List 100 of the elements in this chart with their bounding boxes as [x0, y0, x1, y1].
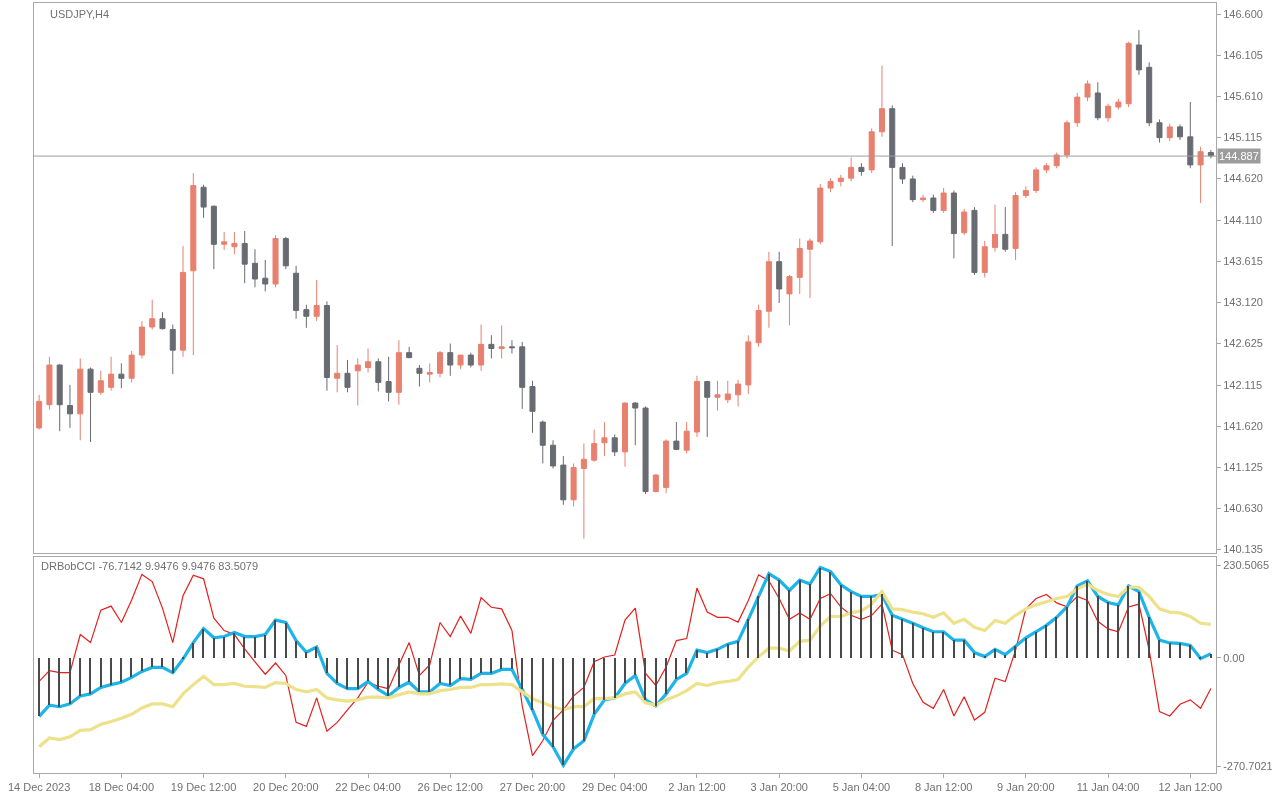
x-tick-label: 19 Dec 12:00: [170, 781, 237, 794]
y-tick-label: 142.115: [1223, 379, 1263, 392]
bar: [583, 658, 585, 741]
annotation: DRBobCCI -76.7142 9.9476 9.9476 83.5079: [41, 560, 259, 572]
bar: [1148, 617, 1150, 658]
bar: [788, 590, 790, 658]
bar: [963, 640, 965, 658]
candlestick: [858, 162, 865, 177]
bar: [161, 658, 163, 667]
candlestick: [550, 439, 557, 469]
bar: [1035, 632, 1037, 658]
bar: [624, 658, 626, 683]
candlestick: [303, 304, 310, 329]
candlestick: [1084, 80, 1091, 102]
candlestick: [704, 380, 711, 438]
bar: [932, 632, 934, 658]
bar: [1107, 602, 1109, 658]
candlestick: [354, 357, 361, 407]
bar: [778, 580, 780, 658]
bar: [757, 596, 759, 658]
bar: [696, 650, 698, 658]
candlestick: [323, 300, 330, 392]
candlestick: [735, 379, 742, 407]
bar: [860, 596, 862, 658]
bar: [377, 658, 379, 689]
bar: [243, 637, 245, 658]
bar: [439, 658, 441, 683]
y-tick-label: 230.5065: [1223, 559, 1270, 572]
candlestick: [529, 380, 536, 434]
bar: [531, 658, 533, 710]
candlestick: [221, 231, 228, 251]
bar: [418, 658, 420, 692]
bar: [1097, 596, 1099, 658]
y-tick-label: 141.620: [1223, 420, 1263, 433]
x-tick-label: 26 Dec 12:00: [417, 781, 483, 794]
candlestick: [436, 350, 444, 378]
candlestick: [1177, 123, 1184, 141]
bar: [490, 658, 492, 673]
bar: [850, 592, 852, 658]
bar: [274, 620, 276, 658]
bar: [994, 649, 996, 658]
bar: [202, 629, 204, 658]
candlestick: [755, 304, 762, 348]
y-tick-label: 140.630: [1223, 501, 1263, 514]
bar: [747, 619, 749, 658]
x-tick-label: 3 Jan 20:00: [750, 781, 808, 794]
bar: [521, 658, 523, 689]
bar: [367, 658, 369, 681]
bar: [336, 658, 338, 683]
bar: [634, 658, 636, 675]
candlestick: [683, 421, 690, 455]
x-tick-label: 8 Jan 12:00: [914, 781, 973, 794]
bar: [572, 658, 574, 749]
candlestick: [920, 194, 927, 203]
y-tick-label: 141.125: [1223, 461, 1263, 474]
candlestick: [118, 362, 125, 389]
candlestick: [344, 359, 351, 393]
ref-line-label: 144.887: [1219, 150, 1259, 162]
candlestick: [66, 384, 73, 429]
bar: [1076, 586, 1078, 658]
bar: [1004, 655, 1006, 658]
bar: [891, 615, 893, 658]
x-tick-label: 5 Jan 04:00: [832, 781, 891, 794]
bar: [172, 658, 174, 673]
candlestick: [385, 356, 392, 402]
bar: [1138, 592, 1140, 658]
candlestick: [796, 238, 803, 295]
bar: [809, 584, 811, 658]
bar: [69, 658, 71, 704]
bar: [449, 658, 451, 685]
candlestick: [1125, 41, 1132, 108]
candlestick: [365, 348, 372, 373]
candlestick: [981, 240, 988, 278]
candlestick: [539, 419, 546, 464]
y-tick-label: 146.105: [1223, 49, 1263, 62]
candlestick: [909, 175, 916, 203]
candlestick: [745, 334, 752, 395]
candlestick: [580, 443, 587, 540]
bar: [912, 623, 914, 658]
bar: [685, 658, 687, 673]
bar: [1086, 581, 1088, 658]
bar: [428, 658, 430, 692]
bar: [480, 658, 482, 673]
candlestick: [313, 279, 320, 322]
candlestick: [447, 343, 454, 377]
y-tick-label: 144.110: [1223, 214, 1263, 227]
candlestick: [272, 234, 279, 288]
candlestick: [498, 324, 505, 359]
candlestick: [519, 341, 526, 410]
bar: [459, 658, 461, 679]
candlestick: [786, 274, 793, 326]
y-tick-label: 145.610: [1223, 90, 1263, 103]
candlestick: [837, 174, 844, 187]
bar: [1127, 586, 1129, 658]
bar: [398, 658, 400, 687]
bar: [1025, 638, 1027, 658]
bar: [881, 594, 883, 658]
bar: [1158, 640, 1160, 658]
candlestick: [621, 401, 629, 468]
bar: [79, 658, 81, 696]
